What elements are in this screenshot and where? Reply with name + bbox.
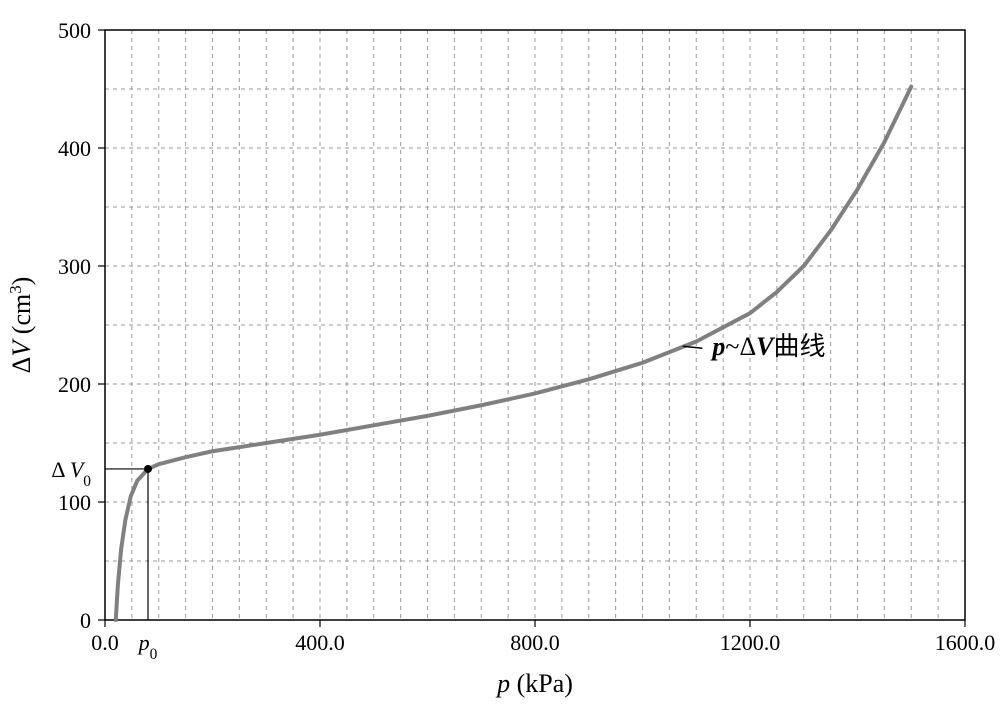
curve-annotation: p~ΔV曲线 [710,332,825,361]
pressure-volume-chart: p~ΔV曲线 0.0 400.0 800.0 1200.0 1600.0 0 100 200 30… [0,0,1000,720]
x-tick-label: 800.0 [510,630,560,655]
y-tick-label: 0 [80,608,91,633]
y-tick-label: 100 [58,490,91,515]
x-tick-label: 1600.0 [935,630,996,655]
x-axis-title: p (kPa) [495,669,573,698]
x-tick-label: 1200.0 [720,630,781,655]
p0-dv0-marker [144,465,152,473]
chart-container: p~ΔV曲线 0.0 400.0 800.0 1200.0 1600.0 0 100 200 30… [0,0,1000,720]
x-tick-label: 400.0 [295,630,345,655]
y-tick-label: 400 [58,136,91,161]
y-tick-label: 500 [58,18,91,43]
y-tick-label: 200 [58,372,91,397]
y-tick-label: 300 [58,254,91,279]
x-tick-label: 0.0 [91,630,119,655]
